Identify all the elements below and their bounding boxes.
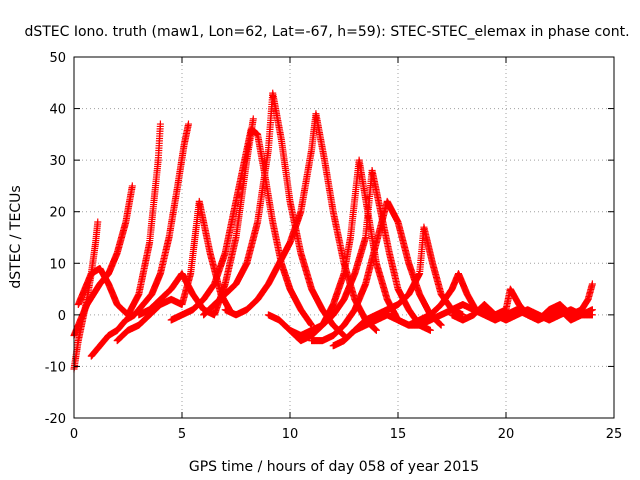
x-tick-label: 15 bbox=[390, 427, 407, 442]
y-tick-label: 10 bbox=[49, 257, 66, 272]
data-series-7 bbox=[167, 125, 316, 329]
y-tick-label: -20 bbox=[45, 412, 66, 427]
data-point bbox=[249, 115, 257, 123]
y-tick-label: 30 bbox=[49, 154, 66, 169]
x-tick-label: 25 bbox=[606, 427, 623, 442]
chart-title: dSTEC Iono. truth (maw1, Lon=62, Lat=-67… bbox=[24, 24, 629, 40]
x-tick-label: 5 bbox=[178, 427, 186, 442]
data-point bbox=[184, 120, 192, 128]
data-series-8 bbox=[200, 89, 348, 339]
x-tick-label: 20 bbox=[498, 427, 515, 442]
data-series-5 bbox=[113, 197, 234, 345]
data-point bbox=[128, 182, 136, 190]
x-tick-label: 0 bbox=[70, 427, 78, 442]
data-point bbox=[94, 218, 102, 226]
y-tick-label: 0 bbox=[58, 309, 66, 324]
data-series-4 bbox=[87, 120, 192, 360]
y-tick-label: 50 bbox=[49, 51, 66, 66]
data-series-3 bbox=[74, 120, 164, 319]
y-tick-label: 40 bbox=[49, 103, 66, 118]
y-axis-label: dSTEC / TECUs bbox=[8, 185, 24, 288]
data-points bbox=[70, 89, 596, 373]
data-point bbox=[156, 120, 164, 128]
y-tick-label: 20 bbox=[49, 206, 66, 221]
x-tick-label: 10 bbox=[282, 427, 299, 442]
x-axis-label: GPS time / hours of day 058 of year 2015 bbox=[189, 459, 479, 475]
y-tick-label: -10 bbox=[45, 360, 66, 375]
